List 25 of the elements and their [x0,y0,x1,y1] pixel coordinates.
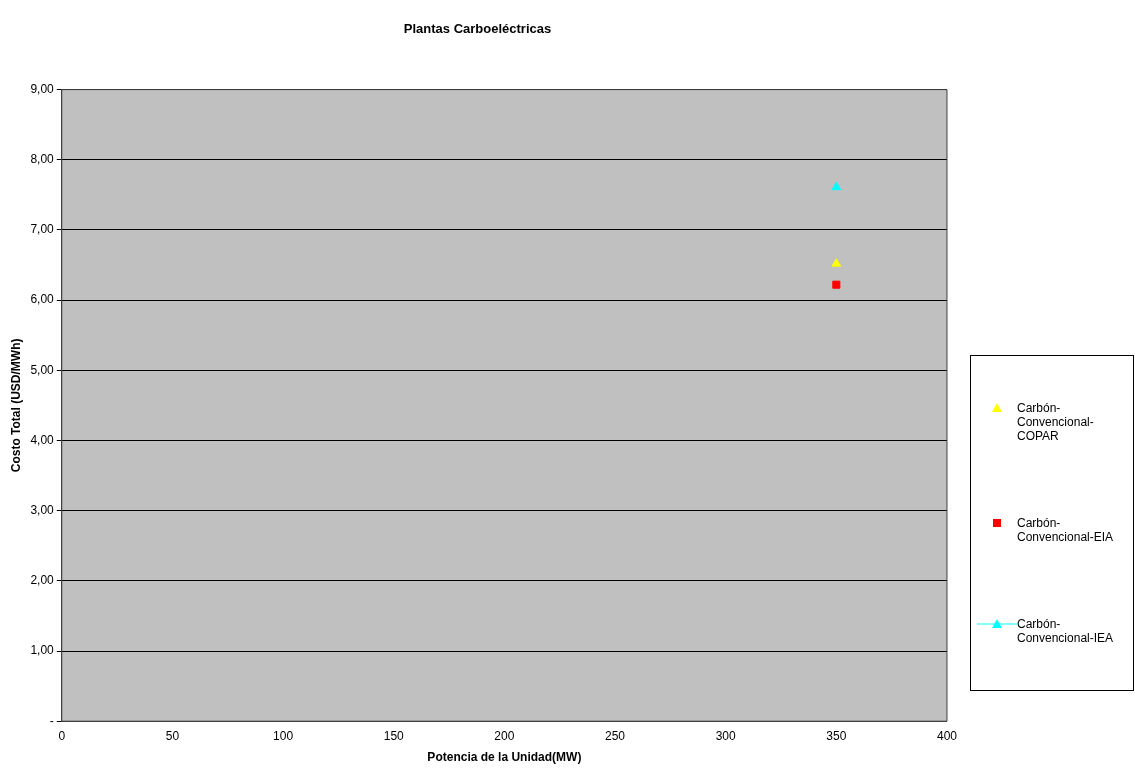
x-tick-label: 50 [165,728,180,743]
y-tick-label: 9,00 [30,81,55,96]
x-tick-label: 200 [494,728,515,743]
y-tick-label: 8,00 [30,152,55,167]
y-tick-label: 1,00 [30,643,55,658]
legend-label: Carbón-Convencional-EIA [1017,515,1115,544]
legend-label: Carbón-Convencional-IEA [1017,617,1115,646]
x-tick-label: 250 [605,728,626,743]
y-tick-label: 3,00 [30,502,55,517]
x-axis-title: Potencia de la Unidad(MW) [427,750,582,765]
y-tick-label: - [49,713,54,728]
y-tick-label: 6,00 [30,292,55,307]
x-tick-label: 150 [383,728,405,743]
y-tick-label: 7,00 [30,222,55,237]
y-axis-title: Costo Total (USD/MWh) [8,338,23,473]
legend-label: Carbón-Convencional-COPAR [1017,400,1095,443]
x-tick-label: 350 [826,728,847,743]
x-tick-label: 400 [936,728,958,743]
y-tick-label: 2,00 [30,573,55,588]
x-tick-label: 300 [715,728,737,743]
y-tick-label: 4,00 [30,432,55,447]
chart-title: Plantas Carboeléctricas [403,21,552,37]
y-tick-label: 5,00 [30,362,55,377]
x-tick-label: 0 [58,728,66,743]
x-tick-label: 100 [273,728,294,743]
